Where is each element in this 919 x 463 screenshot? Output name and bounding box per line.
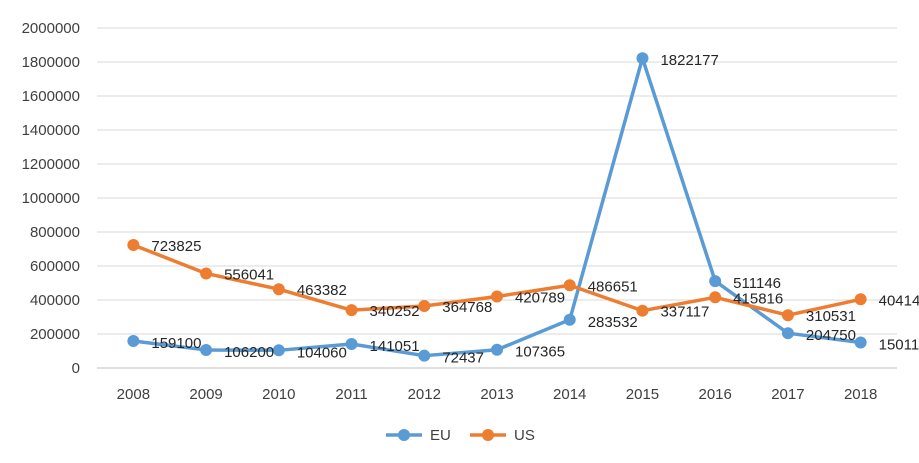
data-label-us: 463382 [297,282,347,299]
data-label-eu: 511146 [733,275,781,292]
data-label-eu: 107365 [515,344,565,361]
data-point-us [127,238,140,251]
data-label-us: 420789 [515,289,565,306]
y-tick-label: 0 [72,360,80,377]
y-tick-label: 400000 [30,292,80,309]
x-tick-label: 2010 [262,386,295,403]
data-label-us: 415816 [733,290,783,307]
data-label-eu: 104060 [297,344,347,361]
x-tick-label: 2016 [698,386,731,403]
data-point-eu [418,349,431,362]
data-label-eu: 1822177 [660,52,718,69]
data-label-us: 486651 [588,278,638,295]
data-point-us [563,279,576,292]
y-tick-label: 1000000 [22,190,80,207]
data-point-us [854,293,867,306]
x-tick-label: 2013 [480,386,513,403]
data-label-us: 404142 [879,292,919,309]
data-point-eu [854,336,867,349]
y-tick-label: 2000000 [22,20,80,37]
data-point-us [345,304,358,317]
y-tick-label: 600000 [30,258,80,275]
data-point-us [272,283,285,296]
y-tick-label: 1800000 [22,54,80,71]
data-point-us [636,304,649,317]
x-tick-label: 2018 [844,386,877,403]
data-label-eu: 72437 [442,350,484,367]
y-tick-label: 1600000 [22,88,80,105]
data-point-eu [200,343,213,356]
data-label-eu: 150114 [879,336,919,353]
y-tick-label: 800000 [30,224,80,241]
series-line-eu [131,56,863,358]
legend-marker-us [482,429,494,441]
x-tick-label: 2012 [408,386,441,403]
data-label-eu: 204750 [806,327,856,344]
data-point-eu [636,52,649,65]
data-point-us [418,299,431,312]
data-point-eu [781,327,794,340]
data-point-eu [491,343,503,356]
y-tick-label: 1200000 [22,156,80,173]
data-label-us: 364768 [442,299,492,316]
y-tick-label: 200000 [30,326,80,343]
x-tick-label: 2014 [553,386,586,403]
data-label-us: 340252 [370,303,420,320]
data-label-us: 556041 [224,266,274,283]
x-tick-label: 2011 [335,386,367,403]
y-tick-label: 1400000 [22,122,80,139]
data-label-eu: 106200 [224,344,274,361]
data-point-us [200,267,213,280]
data-point-eu [127,334,140,347]
data-point-us [709,291,722,304]
x-tick-label: 2008 [117,386,150,403]
data-label-us: 337117 [660,304,709,321]
data-point-eu [345,338,358,351]
data-label-us: 723825 [151,238,201,255]
x-tick-label: 2017 [771,386,804,403]
data-point-eu [563,313,576,326]
x-tick-label: 2009 [189,386,222,403]
x-tick-label: 2015 [626,386,659,403]
legend-label-us: US [514,427,535,444]
data-point-eu [709,275,722,288]
data-point-us [781,309,794,322]
data-label-us: 310531 [806,308,856,325]
data-label-eu: 141051 [370,338,420,355]
data-label-eu: 159100 [151,335,201,352]
data-label-eu: 283532 [588,314,638,331]
legend-marker-eu [398,429,410,441]
legend-label-eu: EU [430,427,451,444]
data-point-us [491,290,503,303]
data-point-eu [272,344,285,357]
